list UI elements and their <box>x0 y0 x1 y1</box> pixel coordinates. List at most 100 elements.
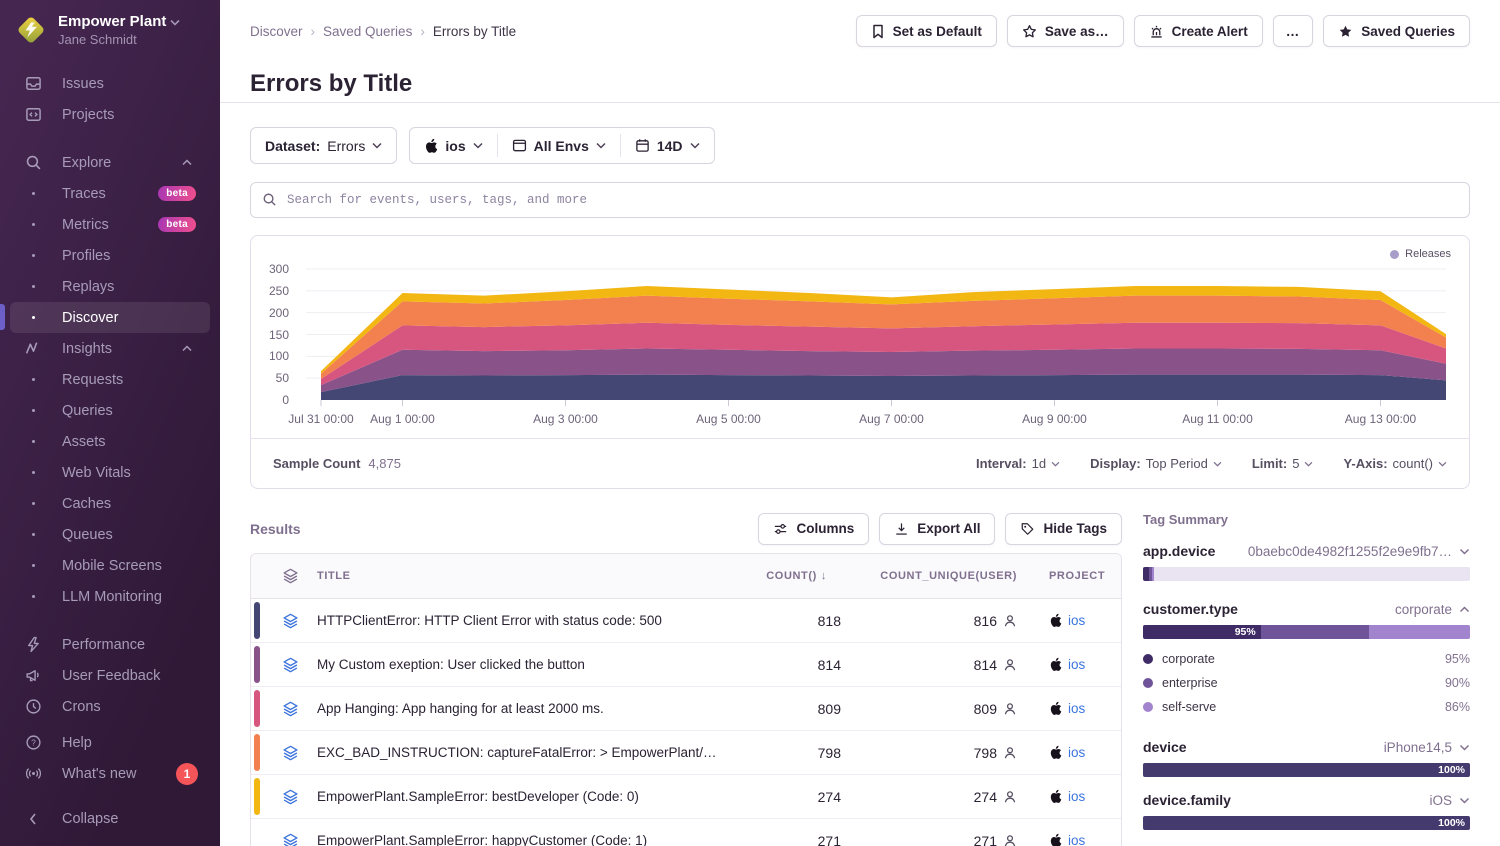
saved-queries-button[interactable]: Saved Queries <box>1323 15 1470 47</box>
tag-distribution-bar[interactable]: 100% <box>1143 763 1470 777</box>
y-axis-selector[interactable]: Y-Axis:count() <box>1343 456 1447 471</box>
apple-icon <box>1049 745 1062 760</box>
table-header: TITLE COUNT()↓ COUNT_UNIQUE(USER) PROJEC… <box>251 554 1121 599</box>
tag-distribution-bar[interactable]: 95% <box>1143 625 1470 639</box>
table-row: EmpowerPlant.SampleError: bestDeveloper … <box>251 775 1121 819</box>
series-accent-bar <box>254 690 260 727</box>
error-title-link[interactable]: EXC_BAD_INSTRUCTION: captureFatalError: … <box>307 745 721 760</box>
sidebar-item-queries[interactable]: Queries <box>0 395 220 426</box>
bullet-icon <box>24 223 42 226</box>
project-link[interactable]: ios <box>1068 657 1085 672</box>
project-link[interactable]: ios <box>1068 701 1085 716</box>
sidebar-item-traces[interactable]: Traces beta <box>0 178 220 209</box>
error-title-link[interactable]: My Custom exeption: User clicked the but… <box>307 657 721 672</box>
column-title[interactable]: TITLE <box>307 570 721 582</box>
create-alert-button[interactable]: Create Alert <box>1134 15 1263 47</box>
column-count[interactable]: COUNT()↓ <box>721 570 841 582</box>
org-switcher[interactable]: Empower Plant Jane Schmidt <box>0 0 220 61</box>
sidebar-item-requests[interactable]: Requests <box>0 364 220 395</box>
breadcrumb-discover[interactable]: Discover <box>250 24 303 39</box>
search-input[interactable] <box>250 182 1470 218</box>
count-value: 809 <box>721 701 841 717</box>
sidebar-item-insights[interactable]: Insights <box>0 333 220 364</box>
sidebar-item-explore[interactable]: Explore <box>0 147 220 178</box>
save-as-button[interactable]: Save as… <box>1007 15 1124 47</box>
releases-marker-icon <box>1390 250 1399 259</box>
hide-tags-button[interactable]: Hide Tags <box>1005 513 1122 545</box>
apple-icon <box>424 138 438 154</box>
chart-legend-releases[interactable]: Releases <box>1390 248 1451 260</box>
display-selector[interactable]: Display:Top Period <box>1090 456 1222 471</box>
sidebar-item-llm-monitoring[interactable]: LLM Monitoring <box>0 581 220 612</box>
table-row: EXC_BAD_INSTRUCTION: captureFatalError: … <box>251 731 1121 775</box>
set-as-default-button[interactable]: Set as Default <box>856 15 997 47</box>
org-name[interactable]: Empower Plant <box>58 13 180 31</box>
sidebar-item-discover[interactable]: Discover <box>10 302 210 333</box>
sidebar-item-mobile-screens[interactable]: Mobile Screens <box>0 550 220 581</box>
project-link[interactable]: ios <box>1068 833 1085 846</box>
project-link[interactable]: ios <box>1068 789 1085 804</box>
tag-distribution-bar[interactable] <box>1143 567 1470 581</box>
project-link[interactable]: ios <box>1068 613 1085 628</box>
whats-new-count-badge: 1 <box>176 763 198 785</box>
chevron-down-icon <box>1459 797 1470 804</box>
limit-selector[interactable]: Limit:5 <box>1252 456 1314 471</box>
error-title-link[interactable]: HTTPClientError: HTTP Client Error with … <box>307 613 721 628</box>
sidebar-item-queues[interactable]: Queues <box>0 519 220 550</box>
environment-filter[interactable]: All Envs <box>498 128 620 163</box>
sidebar-item-crons[interactable]: Crons <box>0 691 220 722</box>
project-filter[interactable]: ios <box>410 128 496 163</box>
error-title-link[interactable]: EmpowerPlant.SampleError: happyCustomer … <box>307 833 721 846</box>
error-title-link[interactable]: EmpowerPlant.SampleError: bestDeveloper … <box>307 789 721 804</box>
column-project[interactable]: PROJECT <box>1031 570 1121 582</box>
tag-distribution-bar[interactable]: 100% <box>1143 816 1470 830</box>
star-outline-icon <box>1022 24 1037 39</box>
sidebar-item-user-feedback[interactable]: User Feedback <box>0 660 220 691</box>
breadcrumb-saved-queries[interactable]: Saved Queries <box>323 24 412 39</box>
sidebar-item-issues[interactable]: Issues <box>0 68 220 99</box>
chevron-up-icon <box>182 345 192 352</box>
chevron-up-icon <box>182 159 192 166</box>
sidebar-item-projects[interactable]: Projects <box>0 99 220 130</box>
interval-selector[interactable]: Interval:1d <box>976 456 1060 471</box>
sidebar-item-profiles[interactable]: Profiles <box>0 240 220 271</box>
sidebar-item-performance[interactable]: Performance <box>0 629 220 660</box>
bullet-icon <box>24 564 42 567</box>
count-value: 271 <box>721 833 841 846</box>
user-icon <box>1003 790 1017 804</box>
project-link[interactable]: ios <box>1068 745 1085 760</box>
svg-text:?: ? <box>31 738 36 748</box>
bullet-icon <box>24 378 42 381</box>
sidebar-item-assets[interactable]: Assets <box>0 426 220 457</box>
sidebar-item-help[interactable]: ? Help <box>0 727 220 758</box>
beta-badge: beta <box>158 186 196 201</box>
column-count-unique[interactable]: COUNT_UNIQUE(USER) <box>841 570 1031 582</box>
unique-count-value: 798 <box>974 745 997 761</box>
sidebar-item-whats-new[interactable]: What's new 1 <box>0 758 220 789</box>
sidebar-collapse-button[interactable]: Collapse <box>0 803 220 834</box>
tag-value-row[interactable]: enterprise 90% <box>1143 671 1470 695</box>
sidebar-item-web-vitals[interactable]: Web Vitals <box>0 457 220 488</box>
dataset-selector[interactable]: Dataset: Errors <box>250 127 397 164</box>
sidebar-item-replays[interactable]: Replays <box>0 271 220 302</box>
clock-icon <box>24 698 42 716</box>
bullet-icon <box>24 502 42 505</box>
series-accent-bar <box>254 778 260 815</box>
results-bar: Results Columns Export All Hide Tags <box>250 512 1122 545</box>
error-title-link[interactable]: App Hanging: App hanging for at least 20… <box>307 701 721 716</box>
sidebar-item-caches[interactable]: Caches <box>0 488 220 519</box>
stack-icon[interactable] <box>251 833 307 846</box>
bullet-icon <box>24 192 42 195</box>
tag-value-row[interactable]: corporate 95% <box>1143 647 1470 671</box>
export-all-button[interactable]: Export All <box>879 513 995 545</box>
ellipsis-icon: … <box>1286 24 1301 39</box>
columns-button[interactable]: Columns <box>758 513 869 545</box>
lightning-icon <box>24 636 42 654</box>
sidebar-item-metrics[interactable]: Metrics beta <box>0 209 220 240</box>
stacked-area-chart[interactable] <box>306 248 1446 408</box>
more-options-button[interactable]: … <box>1273 15 1314 47</box>
bullet-icon <box>24 533 42 536</box>
unique-count-value: 274 <box>974 789 997 805</box>
date-range-filter[interactable]: 14D <box>621 128 714 163</box>
tag-value-row[interactable]: self-serve 86% <box>1143 695 1470 719</box>
